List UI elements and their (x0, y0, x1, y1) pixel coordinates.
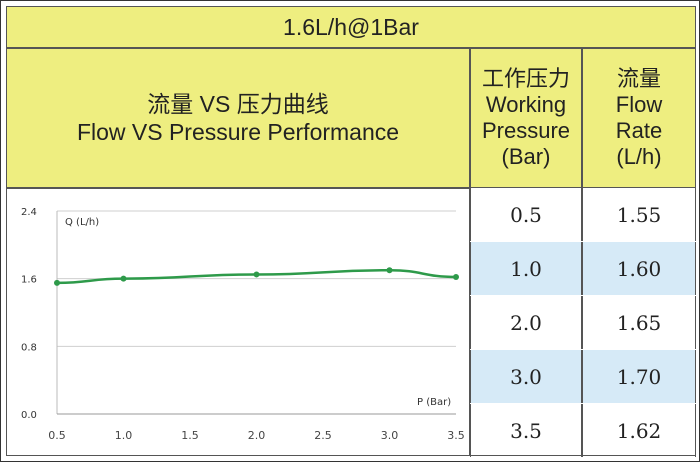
pressure-column-header: 工作压力 Working Pressure (Bar) (470, 48, 582, 188)
y-axis-title: Q (L/h) (65, 217, 99, 228)
y-tick-label: 2.4 (21, 207, 37, 218)
chart-header: 流量 VS 压力曲线 Flow VS Pressure Performance (6, 48, 470, 188)
data-point (54, 279, 60, 286)
pressure-header-line: Pressure (481, 118, 571, 143)
table-bottom-border (470, 455, 696, 456)
flow-header-line: Rate (615, 118, 663, 143)
data-point (386, 267, 393, 274)
pressure-header-line: Working (485, 92, 567, 117)
x-tick-label: 1.5 (181, 429, 199, 442)
data-point (253, 271, 260, 278)
flow-header-line: Flow (615, 92, 663, 117)
x-tick-label: 0.5 (48, 429, 66, 442)
flow-value-cell: 1.70 (582, 350, 696, 403)
y-tick-label: 1.6 (21, 275, 37, 286)
x-tick-label: 1.0 (115, 429, 133, 442)
flow-header-line: (L/h) (616, 144, 662, 169)
flow-pressure-chart: 0.0 0.8 1.6 2.4 0.5 1.0 1.5 2.0 2.5 3.0 3.5 Q (L/h)… (21, 207, 465, 442)
pressure-value-cell: 3.0 (470, 350, 582, 403)
pressure-header-line: (Bar) (501, 144, 551, 169)
flow-value-cell: 1.65 (582, 296, 696, 349)
data-point (453, 273, 459, 280)
flow-value-cell: 1.62 (582, 404, 696, 457)
flow-header-line: 流量 (616, 66, 661, 91)
y-tick-label: 0.0 (21, 410, 37, 421)
data-point (120, 275, 127, 282)
flow-column-header: 流量 Flow Rate (L/h) (582, 48, 696, 188)
chart-title-en: Flow VS Pressure Performance (76, 119, 400, 145)
spec-title: 1.6L/h@1Bar (6, 6, 696, 48)
pressure-header-line: 工作压力 (481, 66, 570, 91)
x-tick-label: 3.5 (447, 429, 465, 442)
pressure-value-cell: 3.5 (470, 404, 582, 457)
pressure-value-cell: 1.0 (470, 242, 582, 295)
x-axis-title: P (Bar) (417, 397, 451, 408)
y-tick-label: 0.8 (21, 342, 37, 353)
pressure-value-cell: 0.5 (470, 188, 582, 241)
flow-value-cell: 1.55 (582, 188, 696, 241)
x-tick-label: 2.5 (314, 429, 332, 442)
chart-title-cn: 流量 VS 压力曲线 (147, 91, 329, 117)
flow-value-cell: 1.60 (582, 242, 696, 295)
x-tick-label: 3.0 (381, 429, 399, 442)
chart-cell: 0.0 0.8 1.6 2.4 0.5 1.0 1.5 2.0 2.5 3.0 3.5 Q (L/h)… (6, 188, 470, 456)
pressure-value-cell: 2.0 (470, 296, 582, 349)
x-tick-label: 2.0 (248, 429, 266, 442)
